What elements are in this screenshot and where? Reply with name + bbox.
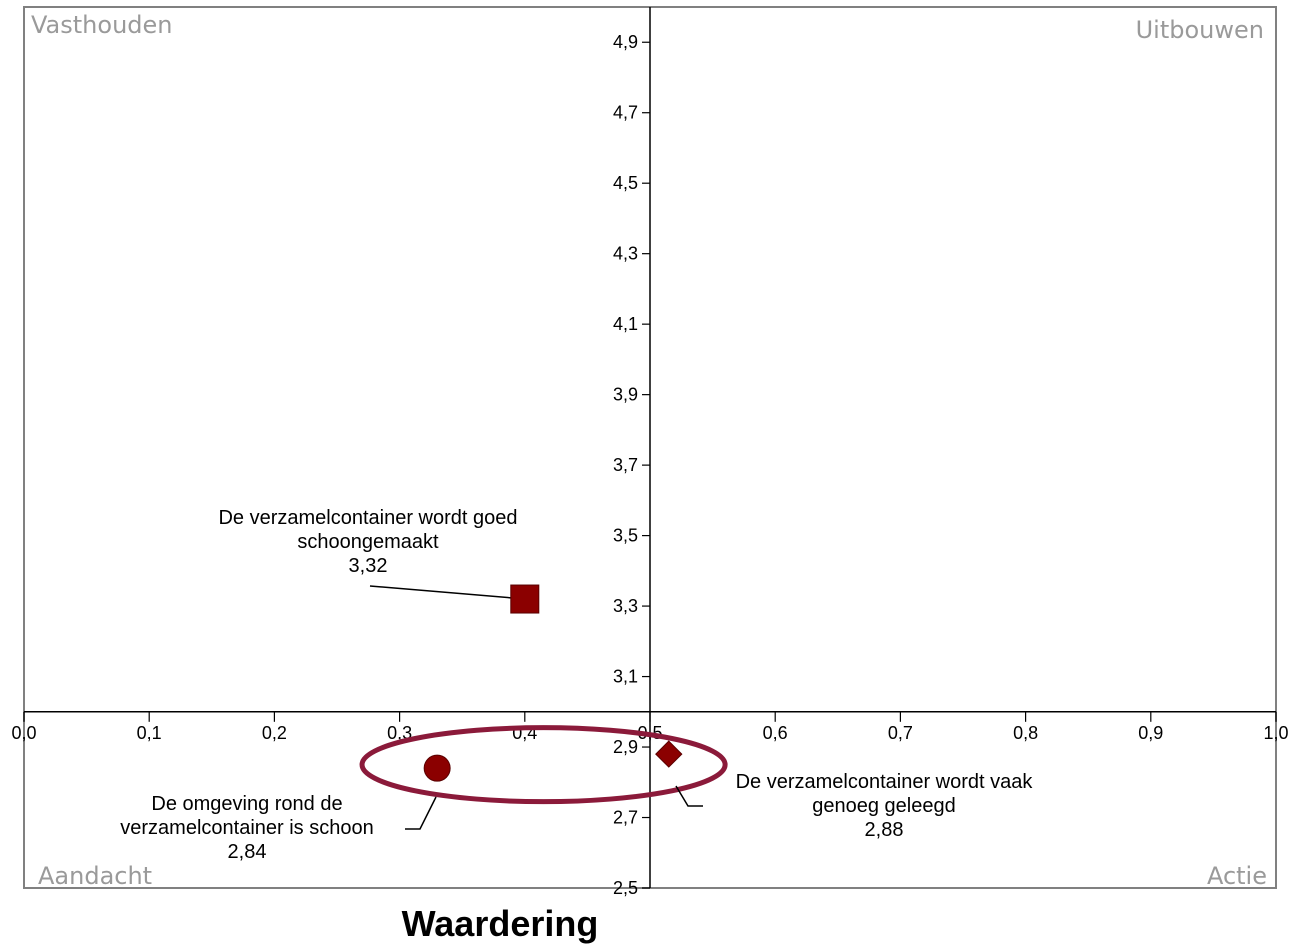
x-tick-label: 0,9 [1138, 723, 1163, 743]
quadrant-bottom-left: Aandacht [38, 862, 152, 890]
y-tick-label: 4,3 [613, 244, 638, 264]
y-tick-label: 4,1 [613, 314, 638, 334]
x-tick-label: 0,1 [137, 723, 162, 743]
y-tick-label: 2,5 [613, 878, 638, 898]
x-tick-label: 0,8 [1013, 723, 1038, 743]
point-label-line: 3,32 [349, 555, 388, 577]
point-marker-diamond [655, 740, 683, 768]
x-tick-label: 0,3 [387, 723, 412, 743]
y-tick-label: 3,5 [613, 526, 638, 546]
y-tick-label: 2,7 [613, 808, 638, 828]
point-label-line: verzamelcontainer is schoon [120, 817, 373, 839]
x-tick-label: 0,7 [888, 723, 913, 743]
y-tick-label: 2,9 [613, 737, 638, 757]
y-tick-label: 3,9 [613, 385, 638, 405]
leader-line [369, 585, 526, 600]
point-marker-circle [423, 754, 451, 782]
leader-line [405, 796, 437, 830]
y-tick-label: 4,5 [613, 173, 638, 193]
x-tick-label: 1,0 [1263, 723, 1288, 743]
x-tick-label: 0,0 [11, 723, 36, 743]
x-tick-label: 0,6 [763, 723, 788, 743]
point-label-line: schoongemaakt [297, 531, 439, 553]
y-tick-label: 3,1 [613, 667, 638, 687]
quadrant-bottom-right: Actie [1207, 862, 1267, 890]
x-tick-label: 0,2 [262, 723, 287, 743]
point-label-line: 2,84 [228, 841, 267, 863]
x-axis-label: Waardering [402, 903, 599, 944]
point-label-line: De verzamelcontainer wordt goed [218, 507, 517, 529]
quadrant-top-left: Vasthouden [31, 11, 173, 39]
y-tick-label: 4,9 [613, 32, 638, 52]
quadrant-top-right: Uitbouwen [1136, 16, 1264, 44]
point-label-line: 2,88 [865, 819, 904, 841]
y-tick-label: 4,7 [613, 103, 638, 123]
y-tick-label: 3,3 [613, 596, 638, 616]
leader-line [675, 785, 703, 807]
point-label-line: De omgeving rond de [151, 793, 342, 815]
y-tick-label: 3,7 [613, 455, 638, 475]
point-marker-square [510, 584, 540, 614]
point-label-line: De verzamelcontainer wordt vaak [736, 771, 1034, 793]
point-label-line: genoeg geleegd [812, 795, 955, 817]
highlight-ellipse [359, 725, 728, 805]
